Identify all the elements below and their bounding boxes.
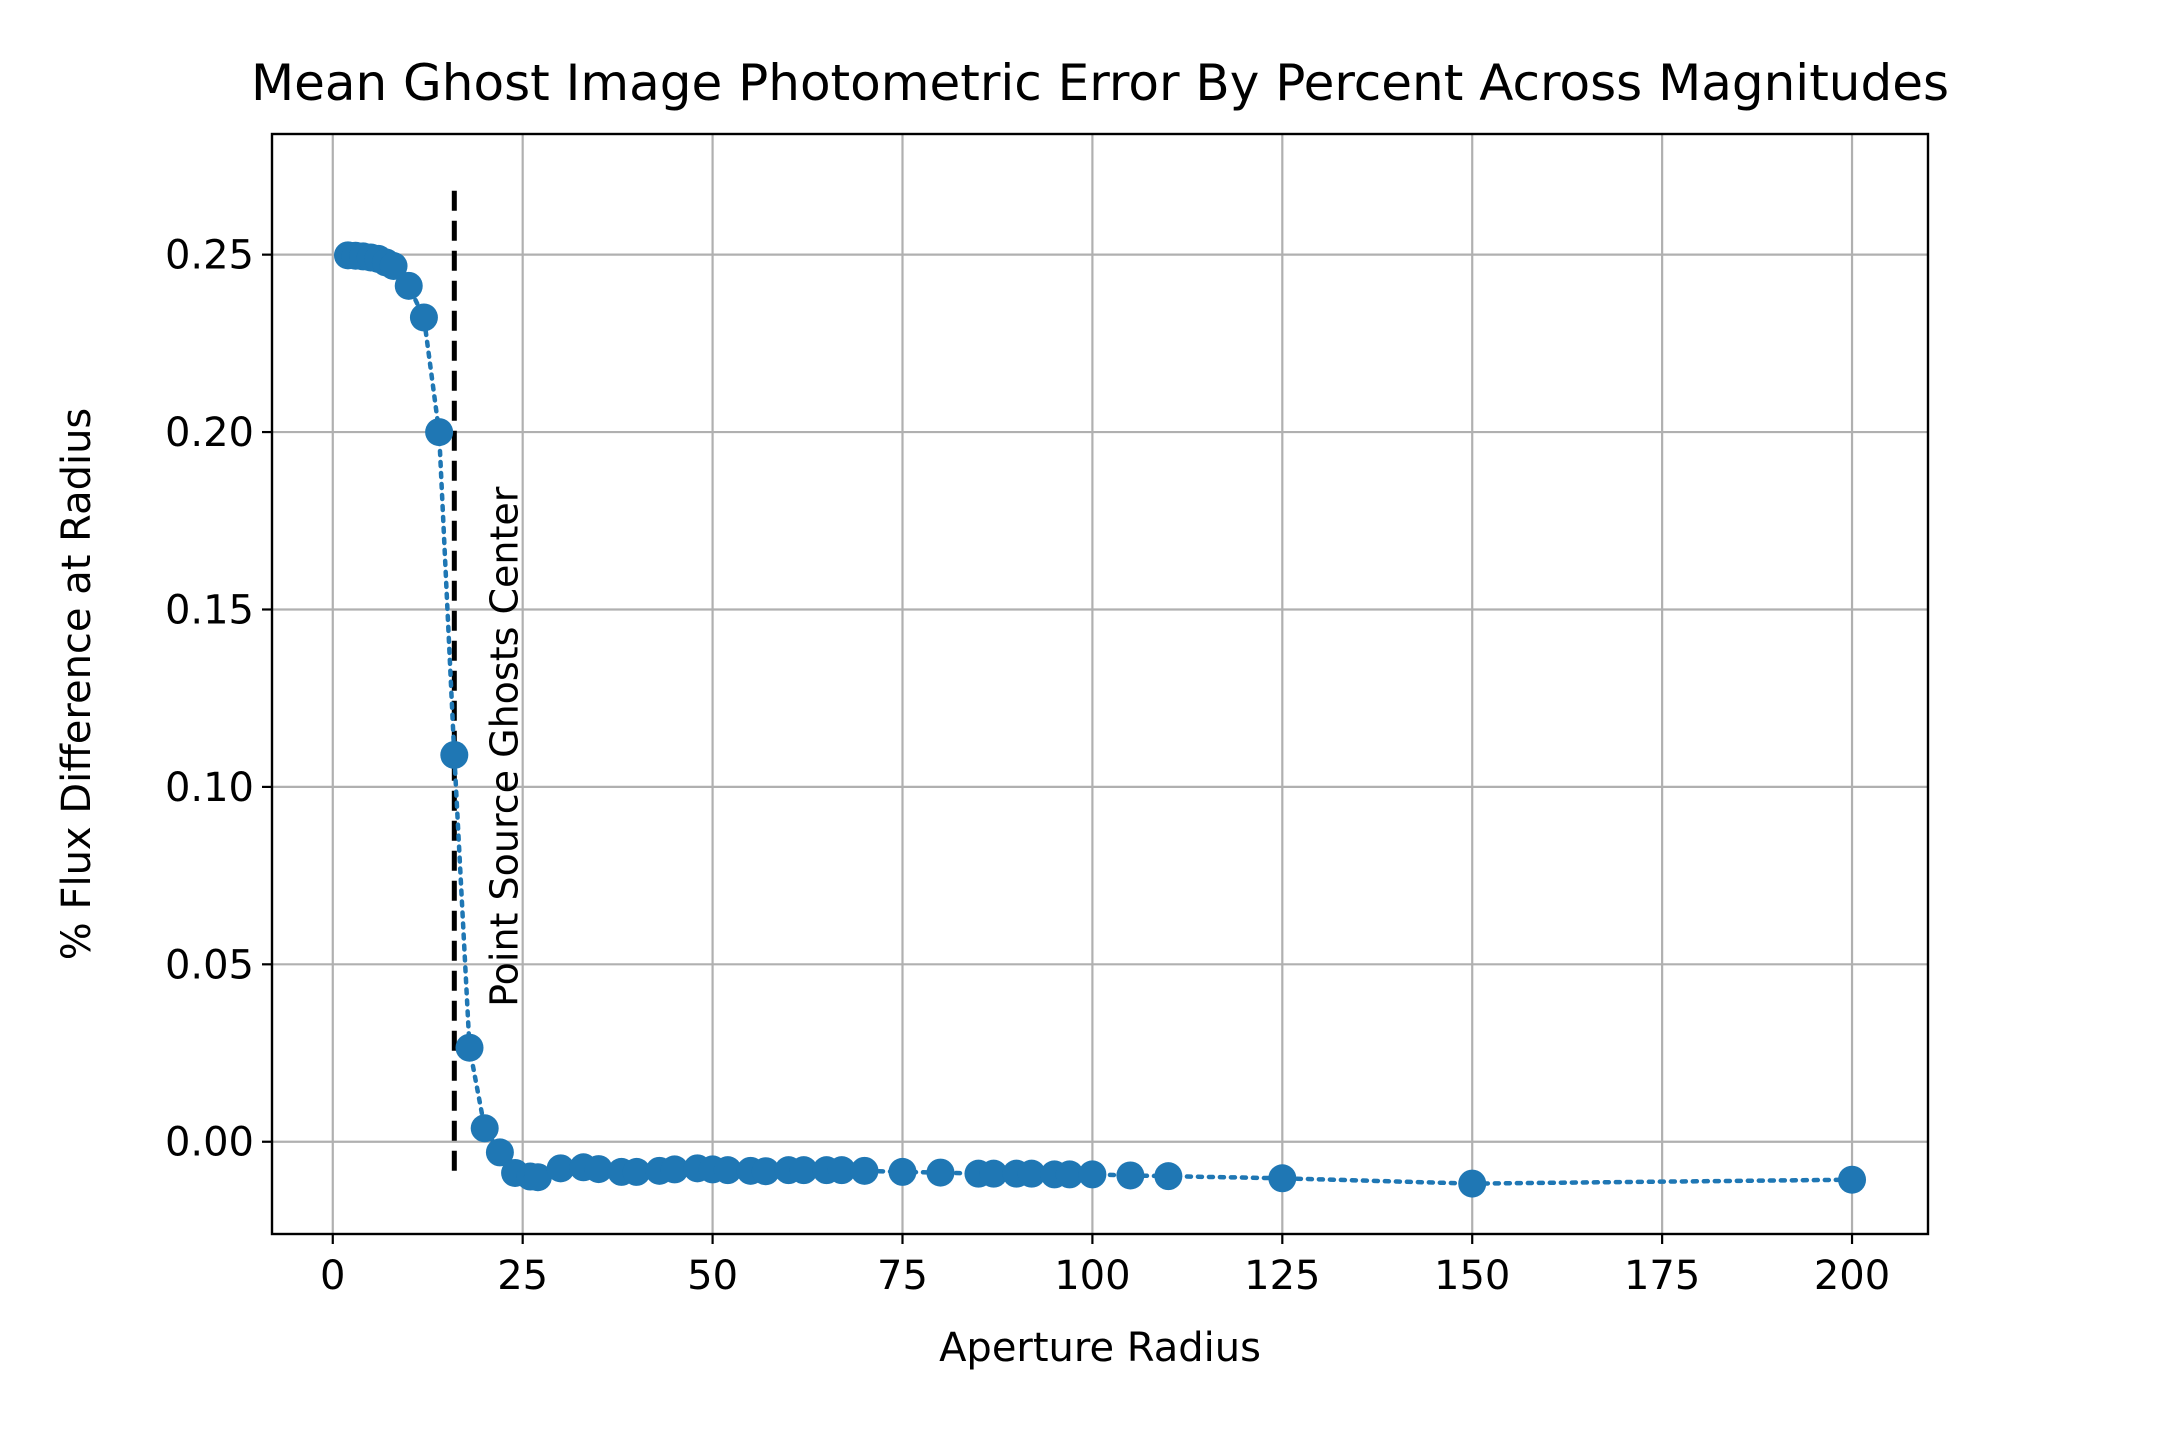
y-axis-label: % Flux Difference at Radius bbox=[54, 408, 100, 961]
x-tick-label: 50 bbox=[687, 1253, 738, 1299]
data-point bbox=[1017, 1159, 1046, 1188]
data-point bbox=[979, 1159, 1008, 1188]
x-tick-label: 150 bbox=[1434, 1253, 1510, 1299]
data-point bbox=[713, 1156, 742, 1185]
data-point bbox=[850, 1156, 879, 1185]
x-axis-label: Aperture Radius bbox=[939, 1325, 1261, 1371]
y-tick-label: 0.25 bbox=[165, 233, 254, 279]
data-point bbox=[1116, 1161, 1145, 1190]
series-line bbox=[345, 253, 1855, 1186]
data-point bbox=[1055, 1160, 1084, 1189]
y-tick-label: 0.05 bbox=[165, 942, 254, 988]
annotation-label: Point Source Ghosts Center bbox=[482, 486, 526, 1007]
x-tick-label: 125 bbox=[1244, 1253, 1320, 1299]
grid-layer bbox=[272, 134, 1928, 1234]
data-point bbox=[394, 271, 423, 300]
data-point bbox=[926, 1158, 955, 1187]
y-tick-label: 0.00 bbox=[165, 1120, 254, 1166]
data-point bbox=[584, 1155, 613, 1184]
data-point bbox=[789, 1156, 818, 1185]
data-point bbox=[1268, 1164, 1297, 1193]
data-point bbox=[888, 1157, 917, 1186]
data-point bbox=[660, 1155, 689, 1184]
data-point bbox=[409, 303, 438, 332]
data-point bbox=[440, 740, 469, 769]
x-tick-label: 25 bbox=[497, 1253, 548, 1299]
x-tick-label: 100 bbox=[1054, 1253, 1130, 1299]
y-tick-label: 0.20 bbox=[165, 410, 254, 456]
data-point bbox=[470, 1114, 499, 1143]
series-layer bbox=[333, 241, 1867, 1198]
data-point bbox=[485, 1138, 514, 1167]
data-point bbox=[1838, 1165, 1867, 1194]
x-tick-label: 175 bbox=[1624, 1253, 1700, 1299]
data-point bbox=[1078, 1160, 1107, 1189]
x-tick-label: 75 bbox=[877, 1253, 928, 1299]
chart-title: Mean Ghost Image Photometric Error By Pe… bbox=[251, 54, 1949, 112]
data-point bbox=[827, 1156, 856, 1185]
x-tick-label: 200 bbox=[1814, 1253, 1890, 1299]
data-point bbox=[1154, 1162, 1183, 1191]
data-point bbox=[622, 1157, 651, 1186]
data-point bbox=[379, 252, 408, 280]
data-point bbox=[1458, 1169, 1487, 1198]
y-tick-label: 0.10 bbox=[165, 765, 254, 811]
data-point bbox=[546, 1154, 575, 1183]
data-point bbox=[455, 1033, 484, 1062]
data-point bbox=[751, 1157, 780, 1186]
plot-frame bbox=[270, 132, 1930, 1236]
x-tick-label: 0 bbox=[320, 1253, 345, 1299]
y-tick-label: 0.15 bbox=[165, 587, 254, 633]
tick-layer: 0 25 50 75 100 125 150 175 200 0.00 0.05 0.10 0.15 0.… bbox=[165, 233, 1890, 1299]
data-point bbox=[523, 1163, 552, 1192]
data-point bbox=[425, 418, 454, 447]
